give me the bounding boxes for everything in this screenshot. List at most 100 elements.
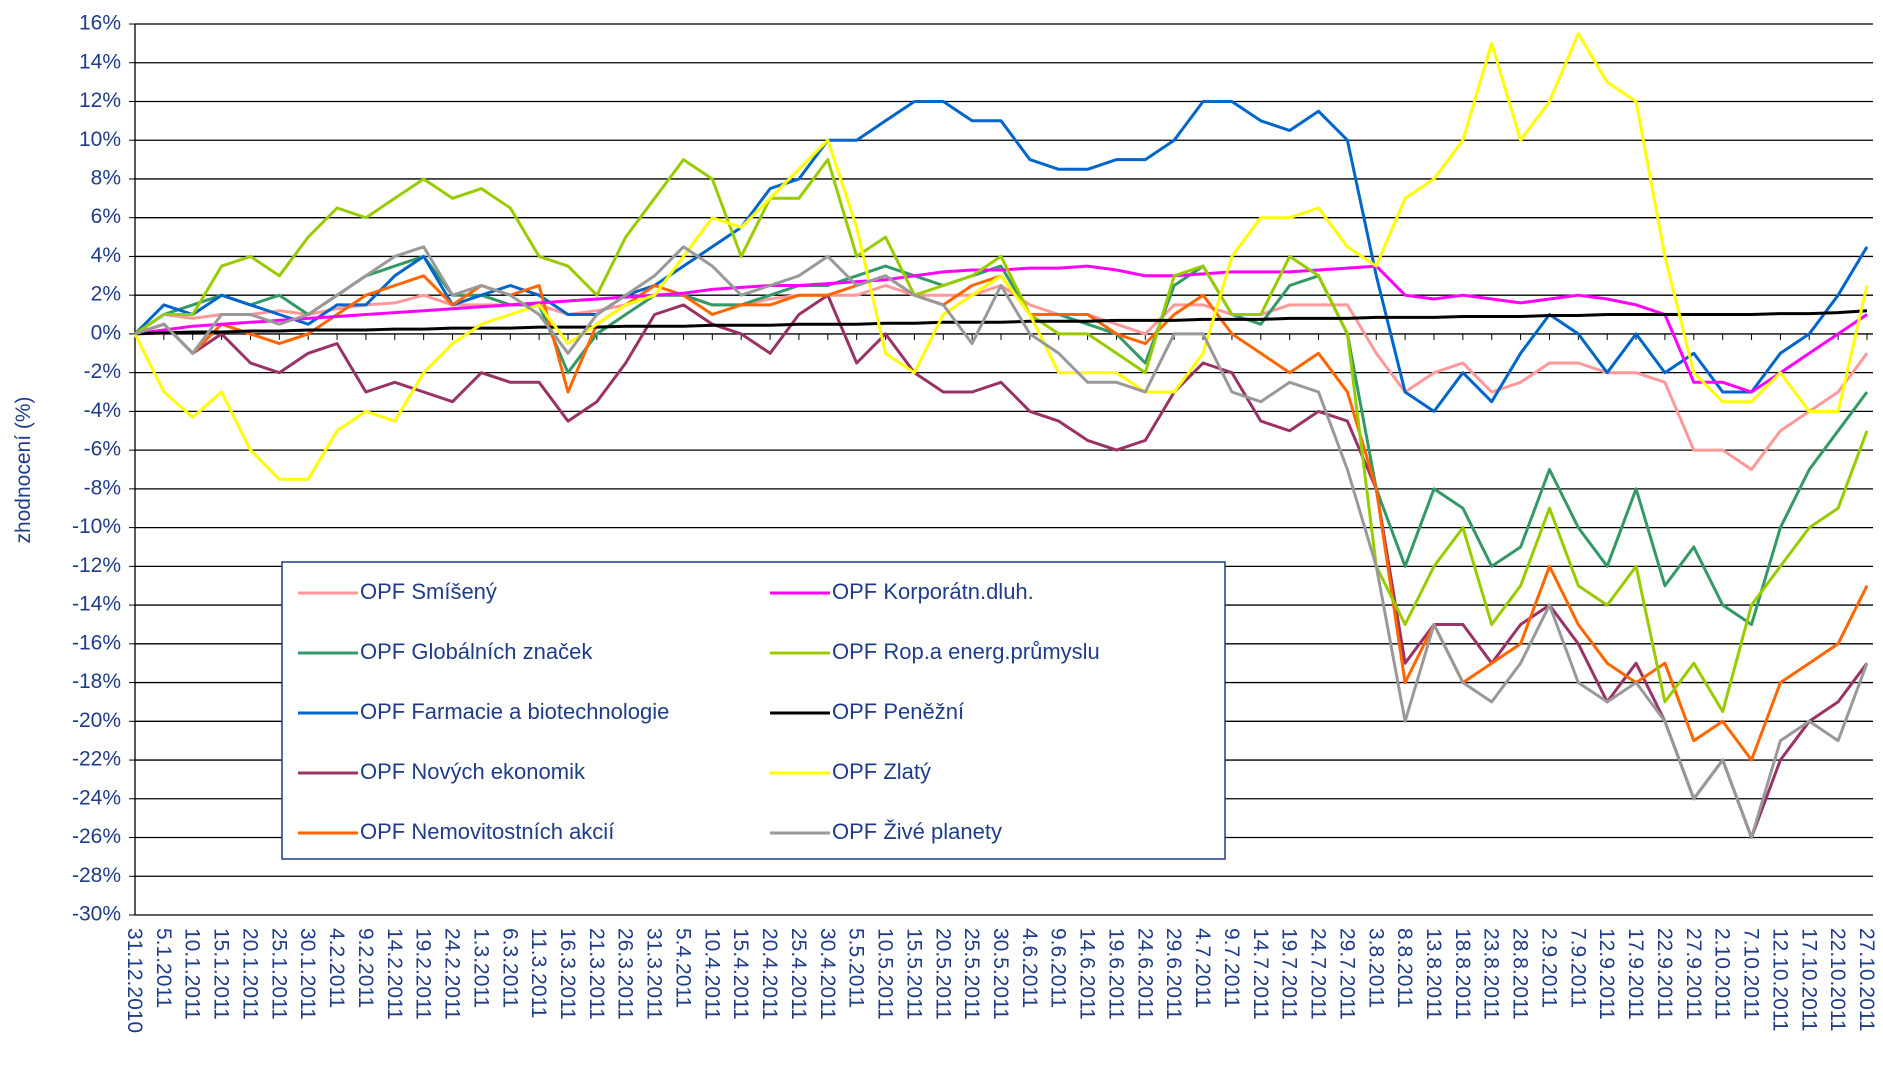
legend-box bbox=[281, 561, 1226, 860]
x-tick-label: 29.7.2011 bbox=[1335, 928, 1358, 1020]
x-tick-label: 24.6.2011 bbox=[1133, 928, 1156, 1020]
y-tick-label: -10% bbox=[72, 515, 121, 538]
legend-label: OPF Farmacie a biotechnologie bbox=[360, 699, 669, 724]
x-tick-label: 2.10.2011 bbox=[1711, 928, 1734, 1020]
y-tick-label: -20% bbox=[72, 709, 121, 732]
x-tick-label: 4.2.2011 bbox=[325, 928, 348, 1008]
legend-label: OPF Peněžní bbox=[832, 699, 964, 724]
x-tick-label: 17.9.2011 bbox=[1624, 928, 1647, 1020]
x-tick-label: 23.8.2011 bbox=[1480, 928, 1503, 1020]
x-tick-label: 27.9.2011 bbox=[1682, 928, 1705, 1020]
x-tick-label: 11.3.2011 bbox=[527, 928, 550, 1018]
legend-label: OPF Živé planety bbox=[832, 819, 1002, 844]
x-tick-label: 5.4.2011 bbox=[671, 928, 694, 1008]
series-line bbox=[134, 264, 1868, 394]
series-line bbox=[133, 32, 1869, 481]
x-tick-label: 15.4.2011 bbox=[729, 928, 752, 1020]
x-tick-label: 17.10.2011 bbox=[1797, 928, 1820, 1032]
x-tick-label: 19.2.2011 bbox=[412, 928, 435, 1020]
y-tick-label: 10% bbox=[79, 128, 121, 151]
legend-label: OPF Korporátn.dluh. bbox=[832, 579, 1034, 604]
legend-label: OPF Globálních značek bbox=[360, 639, 593, 664]
legend-label: OPF Smíšený bbox=[360, 579, 497, 604]
y-tick-label: -22% bbox=[72, 748, 121, 771]
y-tick-label: -14% bbox=[72, 593, 121, 616]
x-tick-label: 8.8.2011 bbox=[1393, 928, 1416, 1008]
x-tick-label: 9.7.2011 bbox=[1220, 928, 1243, 1008]
y-tick-label: -30% bbox=[72, 903, 121, 926]
x-tick-label: 7.9.2011 bbox=[1566, 928, 1589, 1008]
x-tick-label: 15.5.2011 bbox=[902, 928, 925, 1020]
x-tick-label: 19.6.2011 bbox=[1104, 928, 1127, 1020]
x-tick-label: 7.10.2011 bbox=[1740, 928, 1763, 1020]
y-tick-label: 0% bbox=[91, 321, 121, 344]
x-tick-label: 18.8.2011 bbox=[1451, 928, 1474, 1020]
x-tick-label: 31.3.2011 bbox=[643, 928, 666, 1020]
y-tick-label: 12% bbox=[79, 89, 121, 112]
y-tick-label: -12% bbox=[72, 554, 121, 577]
x-tick-label: 31.12.2010 bbox=[123, 928, 146, 1033]
x-tick-label: 30.5.2011 bbox=[989, 928, 1012, 1020]
y-tick-label: -4% bbox=[84, 399, 121, 422]
legend-label: OPF Nových ekonomik bbox=[360, 759, 586, 784]
y-tick-label: 2% bbox=[91, 283, 121, 306]
x-tick-label: 29.6.2011 bbox=[1162, 928, 1185, 1020]
x-tick-label: 24.2.2011 bbox=[441, 928, 464, 1020]
y-tick-label: 4% bbox=[91, 244, 121, 267]
x-tick-label: 10.5.2011 bbox=[874, 928, 897, 1020]
y-tick-label: -16% bbox=[72, 631, 121, 654]
y-tick-label: -6% bbox=[84, 438, 121, 461]
x-tick-label: 19.7.2011 bbox=[1278, 928, 1301, 1020]
x-tick-label: 5.5.2011 bbox=[845, 928, 868, 1008]
x-tick-label: 22.10.2011 bbox=[1826, 928, 1849, 1032]
y-tick-label: -24% bbox=[72, 786, 121, 809]
x-tick-label: 9.2.2011 bbox=[354, 928, 377, 1008]
series-line bbox=[134, 245, 1869, 839]
series-line bbox=[134, 309, 1868, 336]
x-tick-label: 14.6.2011 bbox=[1076, 928, 1099, 1020]
x-tick-label: 30.4.2011 bbox=[816, 928, 839, 1020]
legend-label: OPF Rop.a energ.průmyslu bbox=[832, 639, 1100, 664]
x-tick-label: 10.1.2011 bbox=[181, 928, 204, 1020]
x-tick-label: 4.7.2011 bbox=[1191, 928, 1214, 1008]
y-tick-label: 8% bbox=[91, 167, 121, 190]
y-tick-label: -8% bbox=[84, 476, 121, 499]
x-tick-label: 5.1.2011 bbox=[152, 928, 175, 1008]
x-tick-label: 22.9.2011 bbox=[1653, 928, 1676, 1020]
x-tick-label: 15.1.2011 bbox=[210, 928, 233, 1020]
x-tick-label: 26.3.2011 bbox=[614, 928, 637, 1020]
x-tick-label: 6.3.2011 bbox=[498, 928, 521, 1008]
y-tick-label: -28% bbox=[72, 864, 121, 887]
x-tick-label: 20.4.2011 bbox=[758, 928, 781, 1020]
series-line bbox=[134, 158, 1869, 714]
y-tick-label: -26% bbox=[72, 825, 121, 848]
x-tick-label: 21.3.2011 bbox=[585, 928, 608, 1020]
x-tick-label: 14.7.2011 bbox=[1249, 928, 1272, 1020]
x-tick-label: 12.10.2011 bbox=[1768, 928, 1791, 1032]
x-tick-label: 1.3.2011 bbox=[469, 928, 492, 1008]
x-tick-label: 20.5.2011 bbox=[931, 928, 954, 1020]
x-tick-label: 28.8.2011 bbox=[1509, 928, 1532, 1020]
x-tick-label: 3.8.2011 bbox=[1364, 928, 1387, 1008]
x-tick-label: 14.2.2011 bbox=[383, 928, 406, 1020]
x-tick-label: 20.1.2011 bbox=[238, 928, 261, 1020]
y-tick-label: -18% bbox=[72, 670, 121, 693]
x-tick-label: 9.6.2011 bbox=[1047, 928, 1070, 1008]
x-tick-label: 13.8.2011 bbox=[1422, 928, 1445, 1020]
x-tick-label: 25.4.2011 bbox=[787, 928, 810, 1020]
x-tick-label: 10.4.2011 bbox=[700, 928, 723, 1020]
y-axis-title: zhodnocení (%) bbox=[12, 396, 35, 543]
y-tick-label: -2% bbox=[84, 360, 121, 383]
x-tick-label: 2.9.2011 bbox=[1537, 928, 1560, 1008]
x-tick-label: 27.10.2011 bbox=[1855, 928, 1878, 1032]
x-tick-label: 12.9.2011 bbox=[1595, 928, 1618, 1020]
x-tick-label: 25.5.2011 bbox=[960, 928, 983, 1020]
legend-label: OPF Nemovitostních akcií bbox=[360, 819, 614, 844]
y-tick-label: 16% bbox=[79, 12, 121, 35]
y-tick-label: 6% bbox=[91, 205, 121, 228]
y-tick-label: 14% bbox=[79, 50, 121, 73]
x-tick-label: 30.1.2011 bbox=[296, 928, 319, 1020]
legend-label: OPF Zlatý bbox=[832, 759, 931, 784]
